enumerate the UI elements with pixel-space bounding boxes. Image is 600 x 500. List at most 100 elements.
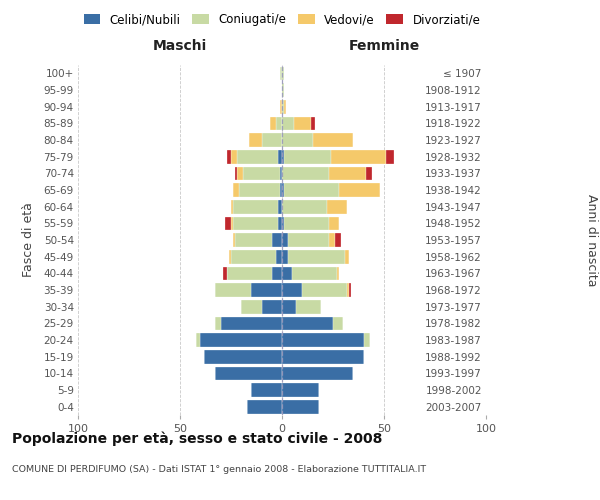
- Bar: [282, 66, 284, 80]
- Bar: [282, 133, 313, 147]
- Bar: [231, 200, 233, 213]
- Legend: Celibi/Nubili, Coniugati/e, Vedovi/e, Divorziati/e: Celibi/Nubili, Coniugati/e, Vedovi/e, Di…: [79, 8, 485, 31]
- Bar: [282, 283, 302, 297]
- Bar: [282, 366, 353, 380]
- Bar: [282, 183, 284, 197]
- Bar: [284, 183, 339, 197]
- Bar: [365, 166, 372, 180]
- Bar: [205, 350, 282, 364]
- Bar: [282, 383, 319, 397]
- Bar: [223, 266, 227, 280]
- Bar: [231, 150, 237, 164]
- Bar: [347, 283, 349, 297]
- Bar: [233, 200, 278, 213]
- Bar: [280, 166, 282, 180]
- Bar: [284, 216, 329, 230]
- Bar: [349, 283, 352, 297]
- Bar: [262, 133, 282, 147]
- Bar: [243, 166, 280, 180]
- Bar: [215, 366, 282, 380]
- Bar: [284, 150, 331, 164]
- Bar: [296, 300, 321, 314]
- Bar: [313, 133, 353, 147]
- Bar: [282, 316, 333, 330]
- Text: COMUNE DI PERDIFUMO (SA) - Dati ISTAT 1° gennaio 2008 - Elaborazione TUTTITALIA.: COMUNE DI PERDIFUMO (SA) - Dati ISTAT 1°…: [12, 466, 426, 474]
- Bar: [231, 216, 233, 230]
- Bar: [282, 200, 327, 213]
- Bar: [233, 233, 235, 247]
- Bar: [282, 100, 284, 114]
- Text: Maschi: Maschi: [153, 40, 207, 54]
- Bar: [272, 233, 282, 247]
- Text: Popolazione per età, sesso e stato civile - 2008: Popolazione per età, sesso e stato civil…: [12, 431, 382, 446]
- Text: Femmine: Femmine: [349, 40, 419, 54]
- Bar: [329, 166, 365, 180]
- Bar: [247, 400, 282, 413]
- Bar: [302, 283, 347, 297]
- Bar: [276, 116, 282, 130]
- Bar: [282, 83, 284, 97]
- Bar: [333, 316, 343, 330]
- Bar: [251, 283, 282, 297]
- Bar: [251, 383, 282, 397]
- Bar: [288, 250, 345, 264]
- Bar: [262, 300, 282, 314]
- Bar: [241, 300, 262, 314]
- Bar: [227, 266, 272, 280]
- Bar: [327, 200, 347, 213]
- Bar: [215, 283, 251, 297]
- Bar: [227, 150, 231, 164]
- Bar: [225, 216, 231, 230]
- Y-axis label: Fasce di età: Fasce di età: [22, 202, 35, 278]
- Bar: [288, 233, 329, 247]
- Bar: [270, 116, 276, 130]
- Bar: [278, 200, 282, 213]
- Bar: [364, 333, 370, 347]
- Bar: [280, 100, 282, 114]
- Bar: [276, 250, 282, 264]
- Bar: [329, 216, 339, 230]
- Bar: [282, 333, 364, 347]
- Bar: [282, 166, 329, 180]
- Bar: [233, 216, 278, 230]
- Bar: [282, 216, 284, 230]
- Bar: [196, 333, 200, 347]
- Bar: [331, 150, 386, 164]
- Bar: [272, 266, 282, 280]
- Bar: [294, 116, 311, 130]
- Bar: [282, 250, 288, 264]
- Bar: [235, 166, 237, 180]
- Bar: [329, 233, 335, 247]
- Bar: [337, 266, 339, 280]
- Bar: [237, 150, 278, 164]
- Bar: [221, 316, 282, 330]
- Bar: [278, 150, 282, 164]
- Bar: [284, 100, 286, 114]
- Bar: [237, 166, 243, 180]
- Bar: [282, 400, 319, 413]
- Bar: [280, 66, 282, 80]
- Bar: [345, 250, 349, 264]
- Bar: [282, 350, 364, 364]
- Bar: [339, 183, 380, 197]
- Bar: [282, 300, 296, 314]
- Bar: [292, 266, 337, 280]
- Bar: [311, 116, 314, 130]
- Bar: [200, 333, 282, 347]
- Bar: [239, 183, 280, 197]
- Bar: [231, 250, 276, 264]
- Bar: [386, 150, 394, 164]
- Text: Anni di nascita: Anni di nascita: [584, 194, 598, 286]
- Bar: [235, 233, 272, 247]
- Bar: [282, 266, 292, 280]
- Bar: [278, 216, 282, 230]
- Bar: [250, 133, 262, 147]
- Bar: [233, 183, 239, 197]
- Bar: [229, 250, 231, 264]
- Bar: [280, 183, 282, 197]
- Bar: [282, 116, 294, 130]
- Bar: [282, 233, 288, 247]
- Bar: [282, 150, 284, 164]
- Bar: [335, 233, 341, 247]
- Bar: [215, 316, 221, 330]
